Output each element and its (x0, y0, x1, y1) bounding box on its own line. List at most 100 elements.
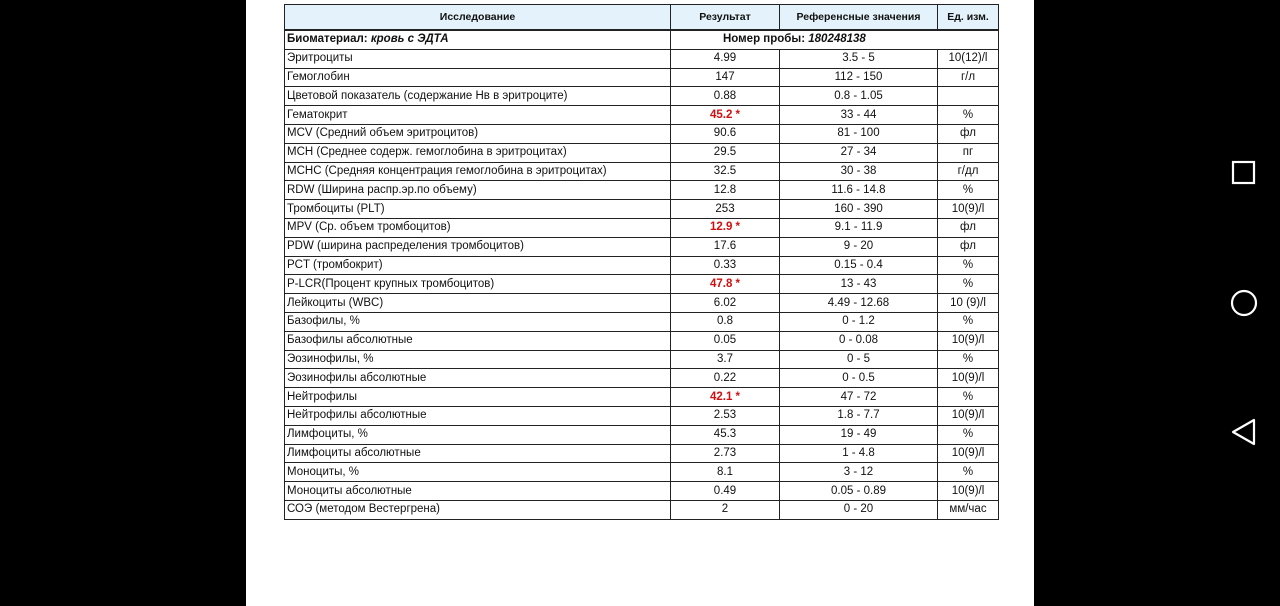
unit-cell: фл (937, 236, 999, 257)
unit-cell: % (937, 105, 999, 125)
result-cell: 0.8 (670, 311, 780, 332)
sample-cell: Номер пробы: 180248138 (670, 28, 999, 50)
result-row: Эозинофилы, % 3.7 0 - 5% (284, 349, 999, 370)
unit-cell: фл (937, 123, 999, 144)
unit-cell: 10(9)/l (937, 368, 999, 389)
recents-button[interactable] (1231, 160, 1256, 185)
ref-cell: 0.05 - 0.89 (779, 481, 938, 501)
name-cell: Гемоглобин (284, 67, 671, 88)
result-cell: 12.8 (670, 180, 780, 201)
result-row: MCH (Среднее содерж. гемоглобина в эритр… (284, 142, 999, 163)
ref-cell: 13 - 43 (779, 274, 938, 295)
ref-cell: 0 - 20 (779, 499, 938, 520)
result-row: Базофилы, % 0.8 0 - 1.2% (284, 311, 999, 332)
ref-cell: 4.49 - 12.68 (779, 293, 938, 313)
result-row: RDW (Ширина распр.эр.по объему) 12.8 11.6 … (284, 180, 999, 201)
unit-cell: 10(9)/l (937, 443, 999, 464)
unit-cell: % (937, 255, 999, 276)
name-cell: RDW (Ширина распр.эр.по объему) (284, 180, 671, 201)
result-cell: 8.1 (670, 462, 780, 483)
ref-cell: 0.15 - 0.4 (779, 255, 938, 276)
ref-cell: 9 - 20 (779, 236, 938, 257)
result-cell: 147 (670, 67, 780, 88)
result-row: MCV (Средний объем эритроцитов) 90.6 81 - … (284, 123, 999, 144)
result-row: Лимфоциты, % 45.3 19 - 49% (284, 424, 999, 445)
result-cell: 12.9 * (670, 217, 780, 238)
header-cell: Исследование (284, 4, 671, 31)
ref-cell: 0 - 0.08 (779, 330, 938, 351)
name-cell: MCHC (Средняя концентрация гемоглобина в… (284, 161, 671, 182)
unit-cell: % (937, 424, 999, 445)
result-row: Нейтрофилы абсолютные 2.53 1.8 - 7.7 10(9)/… (284, 405, 999, 426)
result-cell: 0.33 (670, 255, 780, 276)
ref-cell: 19 - 49 (779, 424, 938, 445)
name-cell: Нейтрофилы (284, 387, 671, 407)
ref-cell: 30 - 38 (779, 161, 938, 182)
header-row: Исследование Результат Референсные значе… (284, 4, 999, 31)
result-row: PCT (тромбокрит) 0.33 0.15 - 0.4% (284, 255, 999, 276)
ref-cell: 0 - 1.2 (779, 311, 938, 332)
name-cell: PCT (тромбокрит) (284, 255, 671, 276)
results-table: Исследование Результат Референсные значе… (284, 4, 999, 520)
home-button[interactable] (1230, 289, 1258, 317)
ref-cell: 33 - 44 (779, 105, 938, 125)
biomaterial-label: Биоматериал: (287, 33, 368, 46)
unit-cell: мм/час (937, 499, 999, 520)
unit-cell: % (937, 462, 999, 483)
name-cell: СОЭ (методом Вестергрена) (284, 499, 671, 520)
name-cell: Лимфоциты абсолютные (284, 443, 671, 464)
ref-cell: 112 - 150 (779, 67, 938, 88)
name-cell: Цветовой показатель (содержание Нв в эри… (284, 86, 671, 107)
unit-cell: г/дл (937, 161, 999, 182)
sample-number: 180248138 (808, 33, 866, 46)
unit-cell: 10(12)/l (937, 48, 999, 69)
ref-cell: 0 - 5 (779, 349, 938, 370)
header-cell: Результат (670, 4, 780, 31)
name-cell: Нейтрофилы абсолютные (284, 405, 671, 426)
ref-cell: 1 - 4.8 (779, 443, 938, 464)
biomaterial-row: Биоматериал: кровь с ЭДТА Номер пробы: 1… (284, 28, 999, 50)
result-row: Нейтрофилы 42.1 * 47 - 72% (284, 387, 999, 407)
name-cell: MPV (Ср. объем тромбоцитов) (284, 217, 671, 238)
result-cell: 45.3 (670, 424, 780, 445)
result-cell: 3.7 (670, 349, 780, 370)
result-row: Моноциты абсолютные 0.49 0.05 - 0.89 10(9)/… (284, 481, 999, 501)
result-row: Цветовой показатель (содержание Нв в эри… (284, 86, 999, 107)
back-button[interactable] (1231, 418, 1256, 446)
result-row: Гемоглобин 147 112 - 150 г/л (284, 67, 999, 88)
unit-cell (937, 86, 999, 107)
nav-bar (1230, 160, 1258, 446)
result-row: Эритроциты 4.99 3.5 - 5 10(12)/l (284, 48, 999, 69)
name-cell: Лейкоциты (WBC) (284, 293, 671, 313)
name-cell: Эозинофилы, % (284, 349, 671, 370)
ref-cell: 11.6 - 14.8 (779, 180, 938, 201)
result-row: Моноциты, % 8.1 3 - 12% (284, 462, 999, 483)
header-cell: Ед. изм. (937, 4, 999, 31)
result-cell: 17.6 (670, 236, 780, 257)
unit-cell: 10(9)/l (937, 330, 999, 351)
document-page: Исследование Результат Референсные значе… (246, 0, 1034, 606)
result-cell: 42.1 * (670, 387, 780, 407)
result-cell: 2.53 (670, 405, 780, 426)
unit-cell: 10(9)/l (937, 199, 999, 219)
result-cell: 90.6 (670, 123, 780, 144)
result-cell: 29.5 (670, 142, 780, 163)
unit-cell: 10(9)/l (937, 481, 999, 501)
unit-cell: % (937, 387, 999, 407)
ref-cell: 0.8 - 1.05 (779, 86, 938, 107)
unit-cell: пг (937, 142, 999, 163)
sample-label: Номер пробы: (723, 33, 806, 46)
result-row: MPV (Ср. объем тромбоцитов) 12.9 * 9.1 - 1… (284, 217, 999, 238)
name-cell: PDW (ширина распределения тромбоцитов) (284, 236, 671, 257)
ref-cell: 81 - 100 (779, 123, 938, 144)
ref-cell: 47 - 72 (779, 387, 938, 407)
biomaterial-value: кровь с ЭДТА (370, 33, 449, 46)
ref-cell: 9.1 - 11.9 (779, 217, 938, 238)
result-cell: 45.2 * (670, 105, 780, 125)
result-cell: 2.73 (670, 443, 780, 464)
unit-cell: г/л (937, 67, 999, 88)
name-cell: MCH (Среднее содерж. гемоглобина в эритр… (284, 142, 671, 163)
result-cell: 4.99 (670, 48, 780, 69)
unit-cell: 10(9)/l (937, 405, 999, 426)
